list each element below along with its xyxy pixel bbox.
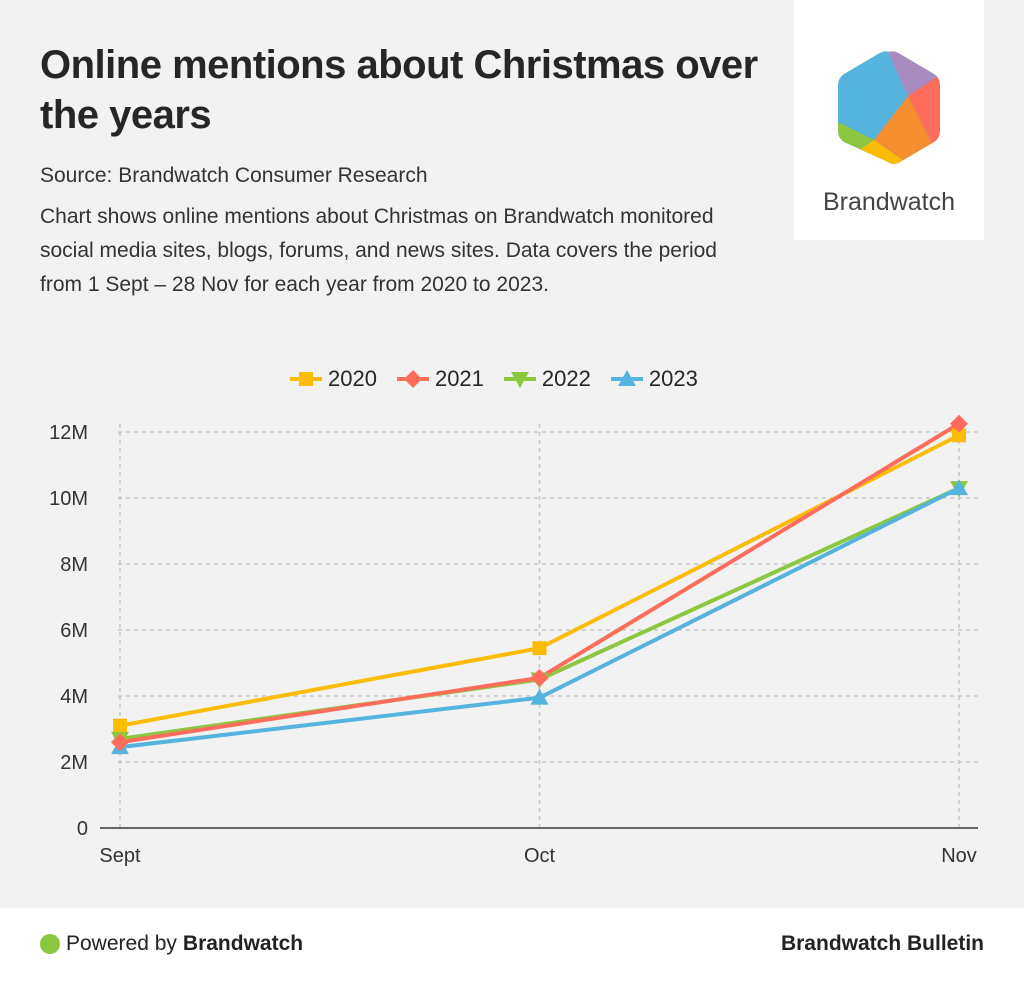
legend-label: 2021 xyxy=(434,366,484,391)
footer: Powered by Brandwatch Brandwatch Bulleti… xyxy=(0,908,1024,984)
data-point-2020-nov xyxy=(952,428,966,443)
legend-item-2020[interactable]: 2020 xyxy=(290,366,377,392)
brandwatch-bulletin: Brandwatch Bulletin xyxy=(780,932,984,955)
data-point-2020-oct xyxy=(532,641,547,656)
chart-legend: 2020 2021 2022 2023 xyxy=(290,366,698,392)
brandwatch-logo: Brandwatch xyxy=(794,0,984,240)
powered-by: Powered by Brandwatch xyxy=(40,932,303,956)
green-dot-icon xyxy=(40,934,60,954)
legend-marker-square-icon xyxy=(290,372,322,386)
legend-marker-triangle-down-icon xyxy=(503,372,536,388)
legend-marker-triangle-up-icon xyxy=(610,370,643,386)
x-tick-label: Oct xyxy=(524,845,556,867)
legend-item-2022[interactable]: 2022 xyxy=(503,366,591,392)
brandwatch-hexagon-icon xyxy=(838,51,940,164)
legend-label: 2022 xyxy=(541,366,591,391)
y-tick-label: 6M xyxy=(60,620,88,642)
x-tick-label: Sept xyxy=(99,845,141,867)
legend-label: 2023 xyxy=(648,366,698,391)
powered-prefix: Powered by xyxy=(66,932,177,955)
legend-item-2023[interactable]: 2023 xyxy=(610,366,698,392)
legend-marker xyxy=(299,372,313,386)
legend-marker xyxy=(403,370,422,388)
y-tick-label: 4M xyxy=(60,686,88,708)
legend-label: 2020 xyxy=(328,366,377,391)
chart-title: Online mentions about Christmas over the… xyxy=(40,43,758,137)
data-point-2021-nov xyxy=(950,414,968,433)
powered-brand: Brandwatch xyxy=(182,932,304,955)
data-point-2021-oct xyxy=(530,668,549,687)
legend-marker-diamond-icon xyxy=(396,370,429,388)
y-tick-label: 12M xyxy=(49,422,88,444)
legend-item-2021[interactable]: 2021 xyxy=(396,366,484,392)
data-point-2023-oct xyxy=(530,688,549,705)
logo-wordmark: Brandwatch xyxy=(822,188,956,216)
data-point-2021-sept xyxy=(111,733,129,752)
x-tick-label: Nov xyxy=(941,845,977,867)
y-tick-label: 2M xyxy=(60,752,88,774)
y-tick-label: 8M xyxy=(60,554,88,576)
data-point-2020-sept xyxy=(113,718,127,733)
y-tick-label: 10M xyxy=(49,488,88,510)
legend-marker xyxy=(617,370,636,386)
line-chart: 0 2M 4M 6M 8M 10M 12M Sept Oct Nov xyxy=(49,414,978,867)
data-point-2023-nov xyxy=(950,479,968,496)
y-tick-label: 0 xyxy=(77,818,88,840)
source-text: Source: Brandwatch Consumer Research xyxy=(40,164,428,187)
legend-marker xyxy=(510,372,529,388)
chart-description: Chart shows online mentions about Christ… xyxy=(40,205,717,296)
